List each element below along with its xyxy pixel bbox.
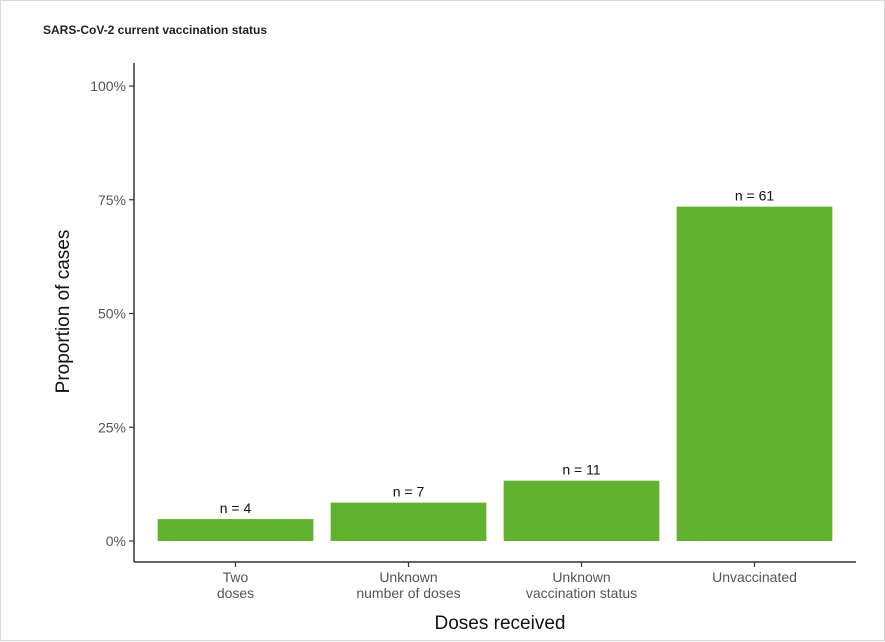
y-axis-ticks: 0% 25% 50% 75% 100% [90, 78, 134, 549]
x-tick-label: Unknown number of doses [356, 569, 460, 601]
x-tick-label: Two doses [217, 569, 254, 601]
y-tick-label: 25% [98, 419, 126, 435]
x-tick-label: Unvaccinated [712, 569, 797, 585]
chart-title: SARS-CoV-2 current vaccination status [43, 23, 268, 37]
bar-data-label: n = 11 [562, 462, 600, 478]
y-tick-label: 50% [98, 306, 126, 322]
y-tick-label: 0% [106, 533, 126, 549]
bar-data-label: n = 7 [393, 484, 425, 500]
x-axis-ticks: Two doses Unknown number of doses Unknown vac… [217, 562, 797, 601]
y-tick-label: 100% [90, 78, 126, 94]
bar-data-label: n = 4 [220, 500, 252, 516]
bar [676, 206, 833, 542]
x-axis-title: Doses received [435, 613, 566, 634]
bar [503, 480, 660, 541]
y-axis-title: Proportion of cases [53, 230, 74, 394]
x-tick-label: Unknown vaccination status [526, 569, 637, 601]
bar [157, 519, 314, 541]
bars: n = 4 n = 7 n = 11 n = 61 [157, 188, 833, 542]
bar [330, 502, 487, 541]
y-tick-label: 75% [98, 192, 126, 208]
bar-data-label: n = 61 [735, 188, 775, 204]
